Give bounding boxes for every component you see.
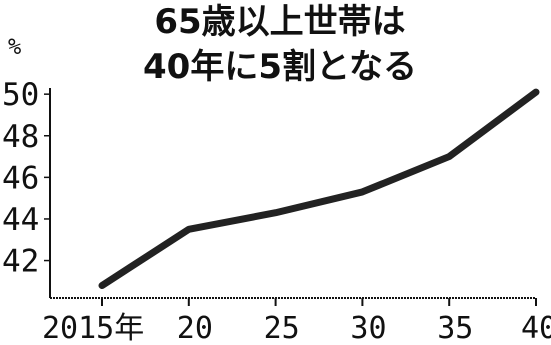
chart-title: 65歳以上世帯は 40年に5割となる	[143, 2, 417, 87]
chart-series	[102, 92, 536, 285]
y-tick-label: 46	[2, 160, 39, 196]
x-tick-label: 20	[177, 311, 213, 341]
chart-title-line: 40年に5割となる	[143, 47, 417, 87]
chart-title-line: 65歳以上世帯は	[154, 2, 405, 42]
y-tick-label: 50	[2, 77, 39, 113]
x-tick-label: 40	[521, 311, 551, 341]
series-line	[102, 92, 536, 285]
y-tick-label: 44	[2, 202, 39, 238]
y-axis-label: %	[8, 35, 21, 60]
x-tick-label: 25	[264, 311, 300, 341]
x-tick-label: 2015年	[42, 311, 144, 341]
y-tick-label: 48	[2, 119, 39, 155]
x-tick-label: 35	[437, 311, 473, 341]
x-tick-label: 30	[350, 311, 386, 341]
y-tick-label: 42	[2, 244, 39, 280]
